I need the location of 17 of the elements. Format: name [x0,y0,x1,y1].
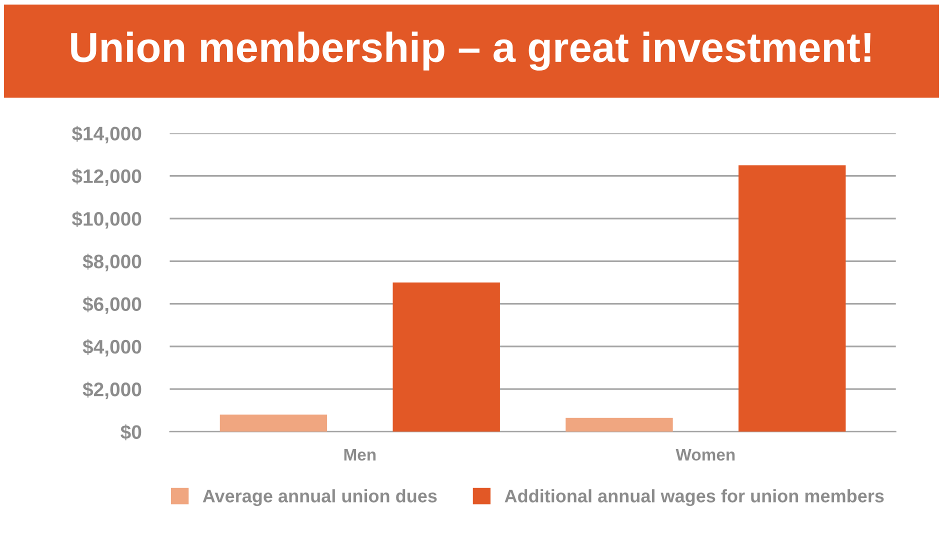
chart-title: Union membership – a great investment! [71,32,870,71]
y-tick-label: $0 [120,424,142,440]
bar [392,282,500,432]
bar [738,165,846,432]
y-tick-label: $14,000 [72,126,142,144]
y-tick-label: $10,000 [72,211,142,229]
x-tick-label: Men [344,449,376,461]
y-tick-label: $12,000 [72,168,142,186]
y-tick-label: $6,000 [82,296,142,314]
y-tick-label: $2,000 [82,382,142,400]
legend-label: Average annual union dues [202,489,437,506]
bar [566,418,673,432]
y-tick-label: $4,000 [82,339,142,357]
legend-label: Additional annual wages for union members [504,489,884,506]
bar [220,414,328,432]
x-tick-label: Women [676,449,735,461]
y-tick-label: $8,000 [82,254,142,272]
